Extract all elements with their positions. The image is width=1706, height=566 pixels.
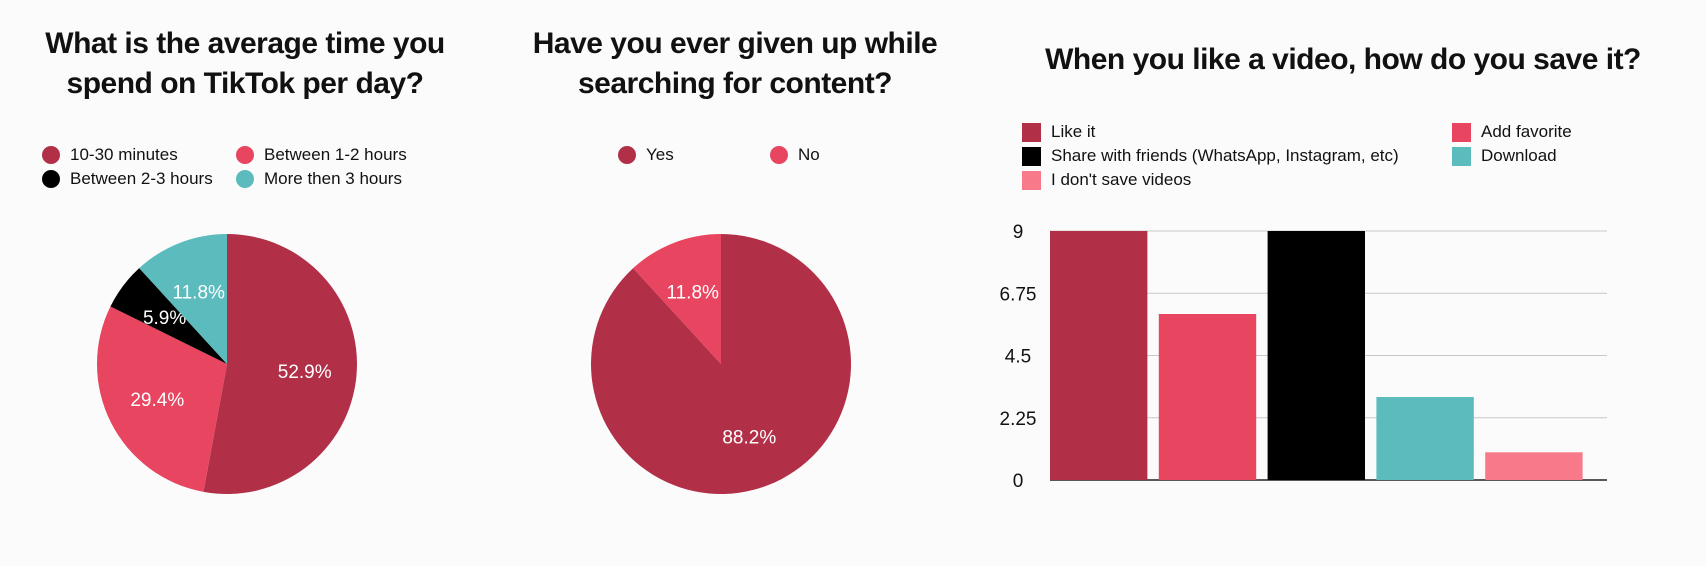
legend-swatch — [1452, 146, 1471, 166]
legend-swatch — [1022, 122, 1041, 142]
pie-slice — [110, 268, 227, 364]
legend-item: No — [770, 144, 820, 166]
legend-label: 10-30 minutes — [70, 145, 178, 164]
pie-plot: 88.2% 11.8% — [590, 234, 851, 494]
y-tick-label: 6.75 — [1000, 284, 1037, 305]
legend-item: Between 2-3 hours — [42, 168, 213, 190]
legend-item: 10-30 minutes — [42, 144, 178, 166]
pie-chart-gave-up: Have you ever given up while searching f… — [490, 0, 980, 566]
y-tick-label: 2.25 — [1000, 409, 1037, 430]
legend-swatch — [1022, 146, 1041, 166]
legend-item: Share with friends (WhatsApp, Instagram,… — [1022, 145, 1399, 167]
legend-label: No — [798, 145, 820, 164]
legend-label: Add favorite — [1481, 122, 1572, 141]
pie-slice — [633, 234, 721, 364]
chart-legend: Yes No — [618, 144, 878, 168]
legend-swatch — [42, 146, 60, 164]
bar-plot: 0 2.25 4.5 6.75 9 — [1000, 222, 1607, 492]
legend-swatch — [1022, 170, 1041, 190]
chart-title: What is the average time you spend on Ti… — [45, 27, 445, 100]
legend-label: Like it — [1051, 122, 1096, 141]
chart-title: When you like a video, how do you save i… — [1045, 43, 1641, 76]
y-tick-label: 9 — [1013, 222, 1024, 243]
legend-label: More then 3 hours — [264, 169, 402, 188]
bar — [1267, 231, 1365, 480]
legend-item: More then 3 hours — [236, 168, 402, 190]
legend-swatch — [770, 146, 788, 164]
legend-swatch — [42, 170, 60, 188]
pie-slice — [590, 234, 851, 494]
legend-item: I don't save videos — [1022, 169, 1191, 191]
bar-chart-save-method: When you like a video, how do you save i… — [980, 0, 1706, 566]
legend-swatch — [236, 170, 254, 188]
slice-label: 11.8% — [666, 282, 719, 303]
bar — [1050, 231, 1148, 480]
legend-item: Yes — [618, 144, 674, 166]
legend-label: Yes — [646, 145, 674, 164]
pie-chart-daily-time: What is the average time you spend on Ti… — [0, 0, 490, 566]
slice-label: 88.2% — [722, 428, 776, 449]
legend-label: Share with friends (WhatsApp, Instagram,… — [1051, 146, 1399, 165]
legend-label: I don't save videos — [1051, 170, 1192, 189]
legend-label: Between 2-3 hours — [70, 169, 213, 188]
legend-item: Between 1-2 hours — [236, 144, 407, 166]
legend-label: Download — [1481, 146, 1557, 165]
pie-slice — [97, 306, 228, 492]
slice-label: 52.9% — [278, 362, 332, 383]
bar — [1376, 397, 1474, 480]
legend-label: Between 1-2 hours — [264, 145, 407, 164]
slice-label: 29.4% — [130, 390, 184, 411]
legend-swatch — [236, 146, 254, 164]
legend-item: Download — [1452, 145, 1557, 167]
chart-title: Have you ever given up while searching f… — [532, 27, 938, 100]
y-tick-label: 4.5 — [1005, 347, 1031, 368]
y-tick-label: 0 — [1013, 471, 1024, 492]
legend-item: Like it — [1022, 121, 1095, 143]
pie-slice — [139, 234, 227, 364]
chart-legend: Like it Share with friends (WhatsApp, In… — [1022, 121, 1582, 193]
pie-plot: 52.9% 29.4% 5.9% 11.8% — [97, 234, 357, 494]
bar — [1485, 452, 1583, 480]
slice-label: 5.9% — [143, 308, 186, 329]
legend-swatch — [1452, 122, 1471, 142]
pie-slice — [203, 234, 357, 494]
bar — [1158, 314, 1257, 480]
legend-item: Add favorite — [1452, 121, 1572, 143]
slice-label: 11.8% — [172, 282, 225, 303]
chart-legend: 10-30 minutes Between 1-2 hours Between … — [42, 144, 462, 194]
legend-swatch — [618, 146, 636, 164]
